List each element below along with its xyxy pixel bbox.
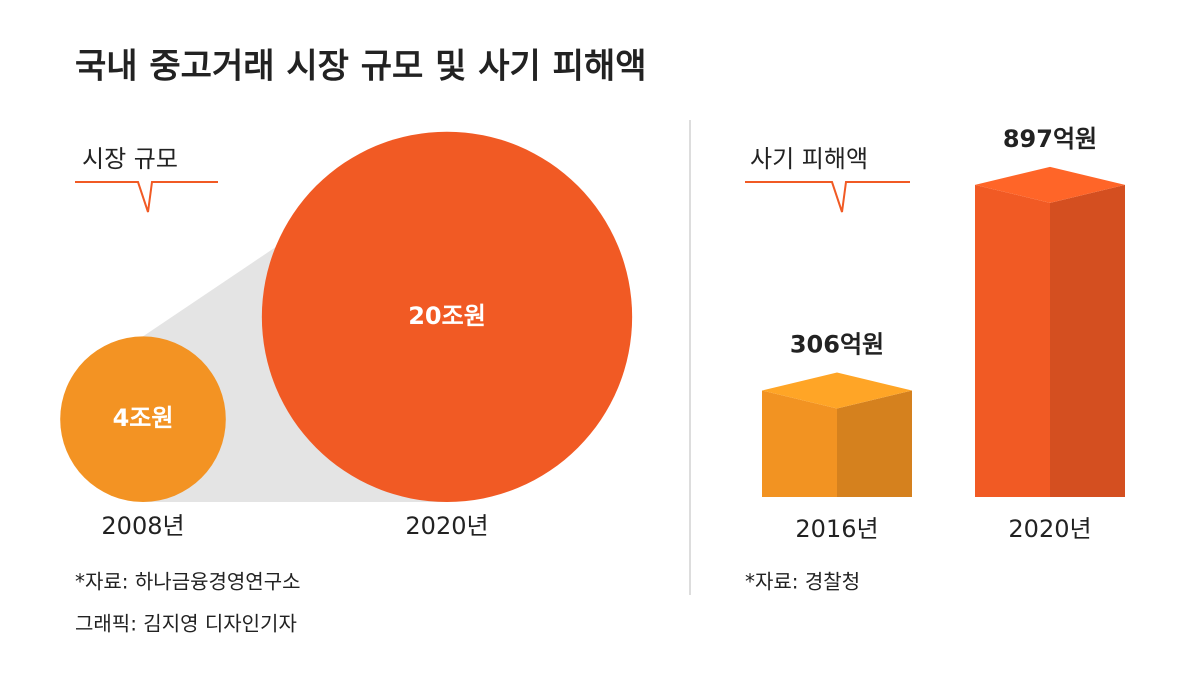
value-label: 4조원 [113,404,174,432]
x-label: 2020년 [1008,515,1091,543]
bar [762,372,912,497]
source: *자료: 하나금융경영연구소 [75,570,301,594]
subtitle: 시장 규모 [82,145,178,173]
bar [975,166,1125,497]
x-label: 2016년 [795,515,878,543]
x-label: 2008년 [101,512,184,540]
subtitle: 사기 피해액 [750,145,868,173]
bubble-pointer [745,181,910,213]
x-label: 2020년 [405,512,488,540]
bar-top [975,166,1125,203]
value-label: 306억원 [790,331,884,359]
bar-front [762,390,837,497]
bubble [60,336,226,503]
bar-front [975,184,1050,497]
title: 국내 중고거래 시장 규모 및 사기 피해액 [75,47,647,87]
credit: 그래픽: 김지영 디자인기자 [75,612,297,636]
bar-top [762,372,912,409]
bar-side [837,390,912,497]
bubble [261,131,633,502]
value-label: 897억원 [1003,125,1097,153]
bubble-pointer [75,181,218,213]
source: *자료: 경찰청 [745,570,860,594]
value-label: 20조원 [408,302,486,330]
bar-side [1050,184,1125,497]
